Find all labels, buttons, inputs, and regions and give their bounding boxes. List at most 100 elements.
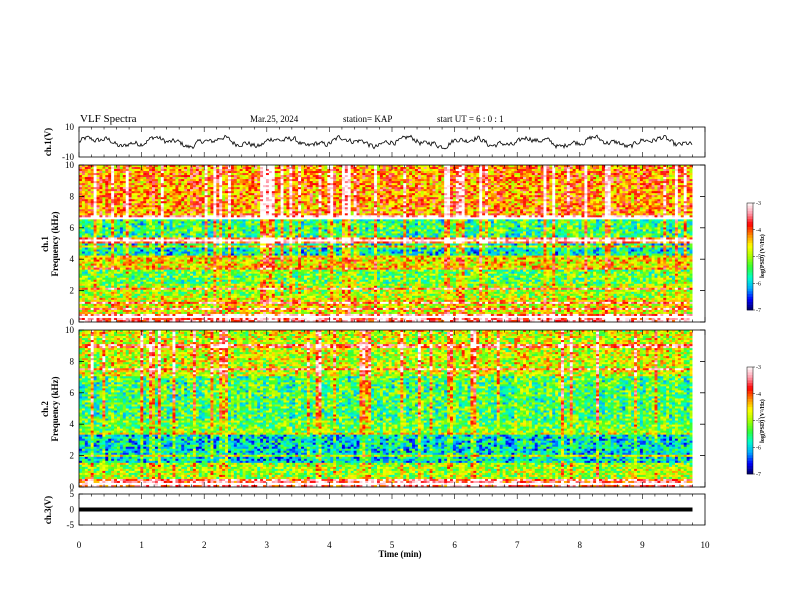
spectrogram-cell xyxy=(163,169,168,172)
spectrogram-cell xyxy=(274,165,279,168)
spectrogram-cell xyxy=(426,171,430,174)
spectrogram-cell xyxy=(271,165,276,168)
spectrogram-cell xyxy=(639,183,644,186)
spectrogram-cell xyxy=(619,173,623,176)
spectrogram-cell xyxy=(184,187,188,190)
spectrogram-cell xyxy=(414,189,419,192)
spectrogram-cell xyxy=(350,183,354,186)
spectrogram-cell xyxy=(669,191,673,194)
spectrogram-cell xyxy=(426,165,430,168)
spectrogram-cell xyxy=(525,191,530,194)
spectrogram-cell xyxy=(607,175,612,178)
spectrogram-cell xyxy=(257,167,261,170)
spectrogram-cell xyxy=(87,189,92,192)
spectrogram-cell xyxy=(81,175,86,178)
spectrogram-cell xyxy=(160,189,165,192)
spectrogram-cell xyxy=(230,167,235,170)
spectrogram-cell xyxy=(441,165,445,168)
spectrogram-cell xyxy=(683,185,688,188)
spectrogram-cell xyxy=(575,185,579,188)
spectrogram-cell xyxy=(353,183,357,186)
spectrogram-cell xyxy=(435,191,439,194)
spectrogram-cell xyxy=(245,187,249,190)
spectrogram-cell xyxy=(298,183,302,186)
spectrogram-cell xyxy=(604,175,609,178)
spectrogram-cell xyxy=(563,181,568,184)
spectrogram-cell xyxy=(587,171,591,174)
spectrogram-cell xyxy=(374,175,378,178)
spectrogram-cell xyxy=(581,175,585,178)
spectrogram-cell xyxy=(444,179,448,182)
spectrogram-cell xyxy=(584,189,588,192)
spectrogram-cell xyxy=(555,171,559,174)
spectrogram-cell xyxy=(163,179,168,182)
spectrogram-cell xyxy=(327,181,331,184)
spectrogram-cell xyxy=(680,191,685,194)
spectrogram-cell xyxy=(353,191,357,194)
spectrogram-cell xyxy=(84,169,89,172)
spectrogram-cell xyxy=(172,175,176,178)
spectrogram-cell xyxy=(508,189,512,192)
spectrogram-cell xyxy=(470,179,474,182)
spectrogram-cell xyxy=(549,175,553,178)
spectrogram-cell xyxy=(403,185,407,188)
figure-title: VLF Spectra xyxy=(80,113,137,125)
spectrogram-cell xyxy=(248,187,252,190)
spectrogram-cell xyxy=(616,175,620,178)
spectrogram-cell xyxy=(654,177,658,180)
spectrogram-cell xyxy=(534,177,539,180)
spectrogram-cell xyxy=(257,179,261,182)
spectrogram-cell xyxy=(134,179,138,182)
spectrogram-cell xyxy=(680,179,685,182)
spectrogram-cell xyxy=(493,173,498,176)
spectrogram-cell xyxy=(631,167,635,170)
spectrogram-cell xyxy=(490,185,495,188)
spectrogram-cell xyxy=(669,177,673,180)
spectrogram-cell xyxy=(353,187,357,190)
spectrogram-cell xyxy=(575,165,579,168)
spectrogram-cell xyxy=(628,179,632,182)
spectrogram-cell xyxy=(487,167,492,170)
spectrogram-cell xyxy=(90,165,95,168)
spectrogram-cell xyxy=(371,173,375,176)
spectrogram-cell xyxy=(680,177,685,180)
spectrogram-cell xyxy=(344,175,349,178)
spectrogram-cell xyxy=(604,189,609,192)
spectrogram-cell xyxy=(569,179,574,182)
spectrogram-cell xyxy=(639,187,644,190)
spectrogram-cell xyxy=(604,177,609,180)
spectrogram-cell xyxy=(654,179,658,182)
spectrogram-cell xyxy=(660,185,664,188)
spectrogram-cell xyxy=(563,169,568,172)
spectrogram-cell xyxy=(143,169,147,172)
spectrogram-cell xyxy=(166,187,170,190)
spectrogram-cell xyxy=(242,189,246,192)
spectrogram-cell xyxy=(523,165,527,168)
spectrogram-cell xyxy=(102,185,106,188)
spectrogram-cell xyxy=(198,169,203,172)
spectrogram-cell xyxy=(599,179,603,182)
spectrogram-cell xyxy=(450,181,454,184)
spectrogram-cell xyxy=(359,177,363,180)
spectrogram-cell xyxy=(385,171,390,174)
spectrogram-cell xyxy=(669,183,673,186)
spectrogram-cell xyxy=(435,177,439,180)
spectrogram-cell xyxy=(523,175,527,178)
spectrogram-cell xyxy=(274,167,279,170)
spectrogram-cell xyxy=(423,175,428,178)
spectrogram-cell xyxy=(438,181,442,184)
spectrogram-cell xyxy=(114,171,118,174)
spectrogram-cell xyxy=(260,179,264,182)
spectrogram-cell xyxy=(227,169,232,172)
spectrogram-cell xyxy=(686,177,690,180)
spectrogram-cell xyxy=(412,175,416,178)
spectrogram-cell xyxy=(122,191,127,194)
spectrogram-cell xyxy=(511,167,515,170)
spectrogram-cell xyxy=(371,191,375,194)
spectrogram-cell xyxy=(333,171,337,174)
spectrogram-cell xyxy=(499,167,503,170)
spectrogram-cell xyxy=(96,173,100,176)
spectrogram-cell xyxy=(563,183,568,186)
spectrogram-cell xyxy=(225,191,229,194)
spectrogram-cell xyxy=(309,181,314,184)
